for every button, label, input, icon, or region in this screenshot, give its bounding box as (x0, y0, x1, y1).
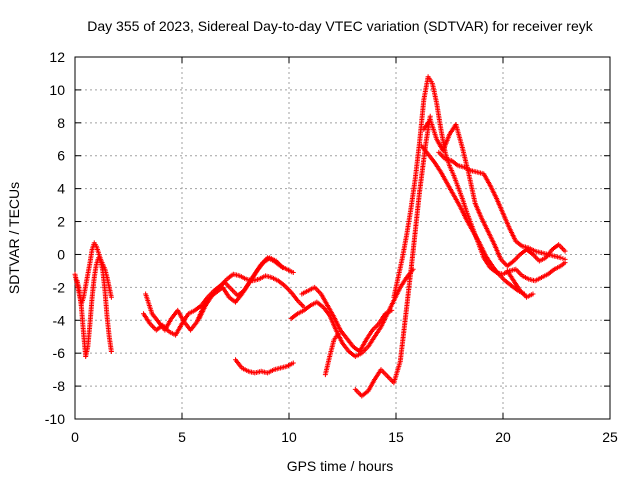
x-axis-label: GPS time / hours (287, 458, 394, 474)
series-arc-n (436, 149, 568, 262)
series-arc-i (322, 330, 341, 378)
y-tick-label: 10 (49, 82, 65, 98)
data-point (290, 360, 296, 366)
series-arc-h (299, 284, 395, 355)
y-tick-label: 12 (49, 49, 65, 65)
data-point (562, 248, 568, 254)
y-tick-label: 0 (57, 246, 65, 262)
data-point (389, 307, 395, 313)
x-tick-label: 15 (388, 429, 404, 445)
y-tick-label: -6 (53, 345, 66, 361)
y-tick-label: 6 (57, 148, 65, 164)
series-arc-o (504, 268, 536, 300)
y-tick-label: -2 (53, 279, 66, 295)
series-arc-a (72, 240, 114, 307)
y-tick-label: -10 (45, 411, 65, 427)
series-arc-f (233, 357, 296, 376)
y-tick-label: -4 (53, 312, 66, 328)
data-point (108, 349, 114, 355)
data-point (280, 265, 286, 271)
x-tick-label: 0 (71, 429, 79, 445)
series-arc-b (74, 255, 114, 359)
chart-title: Day 355 of 2023, Sidereal Day-to-day VTE… (87, 18, 593, 34)
data-point (530, 291, 536, 297)
axis-ticks: 0 5 10 15 20 25 -10 -8 -6 -4 -2 0 2 4 6 8 10 12 (45, 49, 618, 445)
y-tick-label: -8 (53, 378, 66, 394)
data-points (72, 74, 568, 399)
y-tick-label: 8 (57, 115, 65, 131)
data-point (562, 256, 568, 262)
series-arc-e (196, 255, 286, 322)
y-axis-label: SDTVAR / TECUs (6, 182, 22, 294)
series-arc-l (421, 117, 568, 269)
y-tick-label: 2 (57, 214, 65, 230)
data-point (108, 294, 114, 300)
grid (74, 56, 611, 420)
x-tick-label: 20 (495, 429, 511, 445)
x-tick-label: 5 (178, 429, 186, 445)
y-tick-label: 4 (57, 181, 65, 197)
data-point (335, 330, 341, 336)
x-tick-label: 10 (281, 429, 297, 445)
data-point (290, 270, 296, 276)
series-arc-g (288, 266, 416, 359)
series-arc-d (143, 255, 296, 333)
series-arc-j (352, 113, 433, 399)
x-tick-label: 25 (602, 429, 618, 445)
plot-frame (74, 56, 611, 420)
